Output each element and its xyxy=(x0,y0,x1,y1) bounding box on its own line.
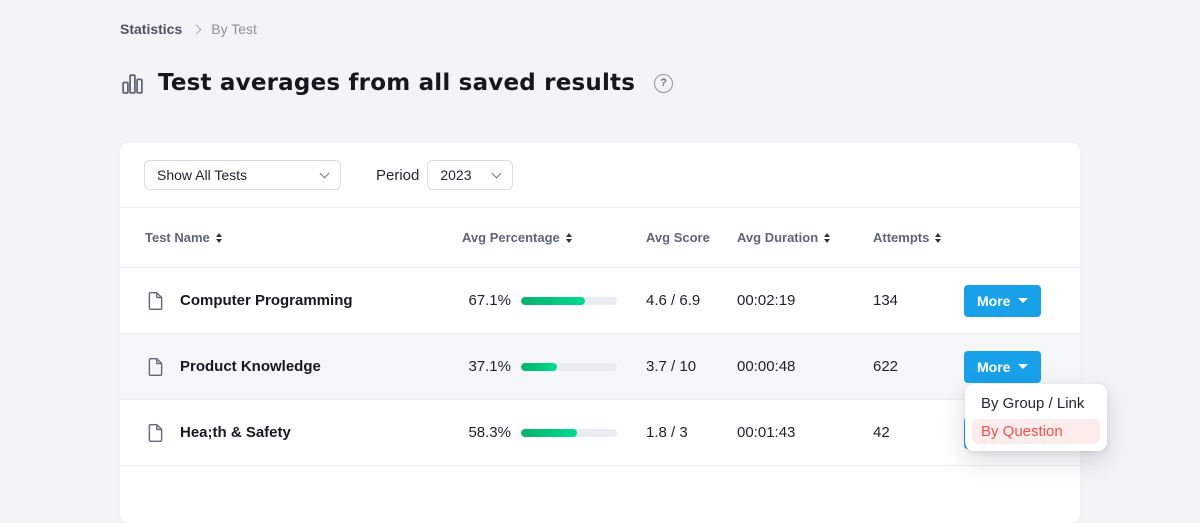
progress-bar xyxy=(521,428,617,437)
column-header-attempts[interactable]: Attempts xyxy=(873,230,964,245)
file-icon xyxy=(145,356,166,378)
avg-duration-value: 00:02:19 xyxy=(737,292,796,309)
avg-duration-value: 00:00:48 xyxy=(737,358,796,375)
breadcrumb: Statistics By Test xyxy=(120,21,257,37)
period-select[interactable]: 2023 xyxy=(427,160,514,190)
progress-bar xyxy=(521,296,617,305)
period-label: Period xyxy=(376,166,420,184)
period-value: 2023 xyxy=(440,167,472,183)
avg-duration-value: 00:01:43 xyxy=(737,424,796,441)
avg-percentage-value: 37.1% xyxy=(468,358,511,375)
sort-icon xyxy=(824,232,831,243)
file-icon xyxy=(145,422,166,444)
column-header-avg-score: Avg Score xyxy=(646,230,710,245)
caret-down-icon xyxy=(1018,364,1029,369)
test-name-link[interactable]: Computer Programming xyxy=(180,292,353,309)
filter-bar: Show All Tests Period 2023 xyxy=(120,143,1080,207)
help-icon[interactable]: ? xyxy=(654,73,674,93)
sort-icon xyxy=(935,232,942,243)
test-name-link[interactable]: Hea;th & Safety xyxy=(180,424,291,441)
attempts-value: 134 xyxy=(873,292,899,309)
progress-bar xyxy=(521,362,617,371)
table-header: Test Name Avg Percentage Avg Score Avg D… xyxy=(120,207,1080,268)
sort-icon xyxy=(565,232,572,243)
breadcrumb-statistics[interactable]: Statistics xyxy=(120,21,183,37)
more-button[interactable]: More xyxy=(964,284,1042,317)
table-row: Product Knowledge 37.1% 3.7 / 10 00:00:4… xyxy=(120,334,1080,400)
table-row: Hea;th & Safety 58.3% 1.8 / 3 00:01:43 4… xyxy=(120,400,1080,466)
attempts-value: 622 xyxy=(873,358,899,375)
table-row: Computer Programming 67.1% 4.6 / 6.9 00:… xyxy=(120,268,1080,334)
results-card: Show All Tests Period 2023 Test Name Avg… xyxy=(120,143,1107,523)
chevron-right-icon xyxy=(191,24,202,35)
bar-chart-icon xyxy=(120,71,145,96)
sort-icon xyxy=(215,232,222,243)
column-header-test-name[interactable]: Test Name xyxy=(145,230,462,245)
chevron-down-icon xyxy=(491,168,502,178)
menu-item-by-question[interactable]: By Question xyxy=(972,419,1100,444)
file-icon xyxy=(145,290,166,312)
avg-percentage-value: 58.3% xyxy=(468,424,511,441)
chevron-down-icon xyxy=(319,168,330,178)
menu-item-by-group-link[interactable]: By Group / Link xyxy=(981,395,1085,412)
attempts-value: 42 xyxy=(873,424,890,441)
more-button[interactable]: More xyxy=(964,350,1042,383)
avg-score-value: 1.8 / 3 xyxy=(646,424,688,441)
caret-down-icon xyxy=(1018,298,1029,303)
column-header-avg-percentage[interactable]: Avg Percentage xyxy=(462,230,646,245)
column-header-avg-duration[interactable]: Avg Duration xyxy=(737,230,873,245)
page-header: Test averages from all saved results ? xyxy=(120,70,674,96)
avg-score-value: 4.6 / 6.9 xyxy=(646,292,701,309)
tests-filter-select[interactable]: Show All Tests xyxy=(144,160,341,190)
test-name-link[interactable]: Product Knowledge xyxy=(180,358,321,375)
breadcrumb-by-test: By Test xyxy=(211,21,257,37)
avg-score-value: 3.7 / 10 xyxy=(646,358,697,375)
more-dropdown-menu: By Group / Link By Question xyxy=(965,384,1107,451)
tests-filter-value: Show All Tests xyxy=(157,167,248,183)
page-title: Test averages from all saved results xyxy=(158,70,636,96)
avg-percentage-value: 67.1% xyxy=(468,292,511,309)
